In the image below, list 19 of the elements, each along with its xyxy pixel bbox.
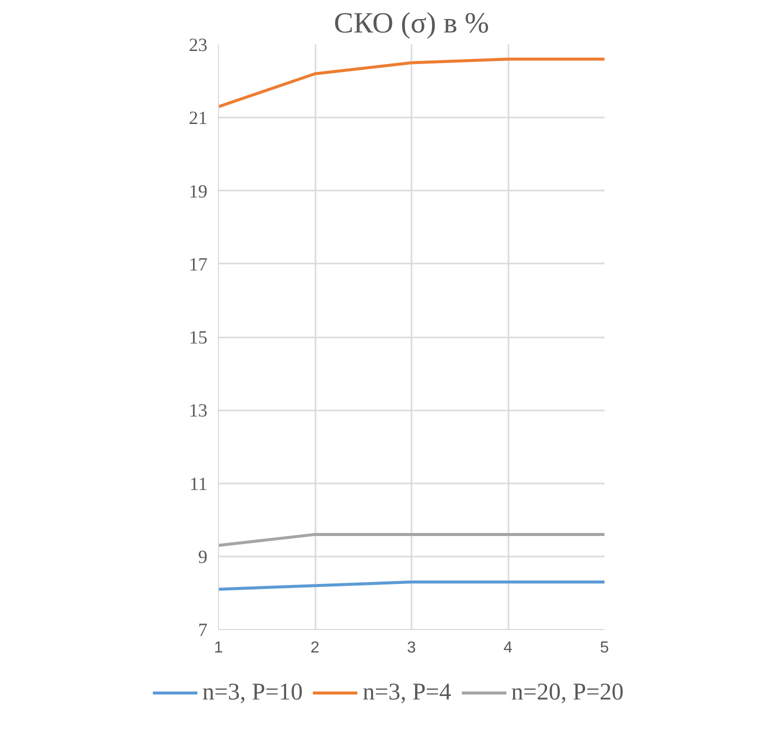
x-tick-label: 5 bbox=[600, 640, 610, 656]
y-tick-label: 7 bbox=[198, 620, 208, 641]
y-tick-label: 15 bbox=[188, 328, 208, 348]
y-tick-label: 11 bbox=[190, 474, 208, 495]
y-tick-label: 23 bbox=[188, 35, 208, 56]
y-tick-label: 17 bbox=[188, 254, 208, 276]
chart-title: СКО (σ) в % bbox=[334, 8, 490, 40]
legend-label: n=20, P=20 bbox=[511, 679, 624, 706]
x-tick-label: 4 bbox=[504, 640, 513, 656]
y-tick-label: 13 bbox=[188, 400, 208, 422]
x-tick-label: 1 bbox=[214, 640, 224, 656]
x-tick-label: 3 bbox=[407, 640, 416, 656]
line-series bbox=[218, 58, 604, 108]
legend-label: n=3, P=4 bbox=[362, 679, 452, 706]
legend-label: n=3, P=10 bbox=[202, 679, 303, 706]
x-tick-label: 2 bbox=[310, 640, 320, 656]
y-tick-label: 9 bbox=[198, 546, 208, 568]
y-tick-label: 19 bbox=[188, 181, 208, 202]
y-tick-label: 21 bbox=[188, 108, 208, 130]
